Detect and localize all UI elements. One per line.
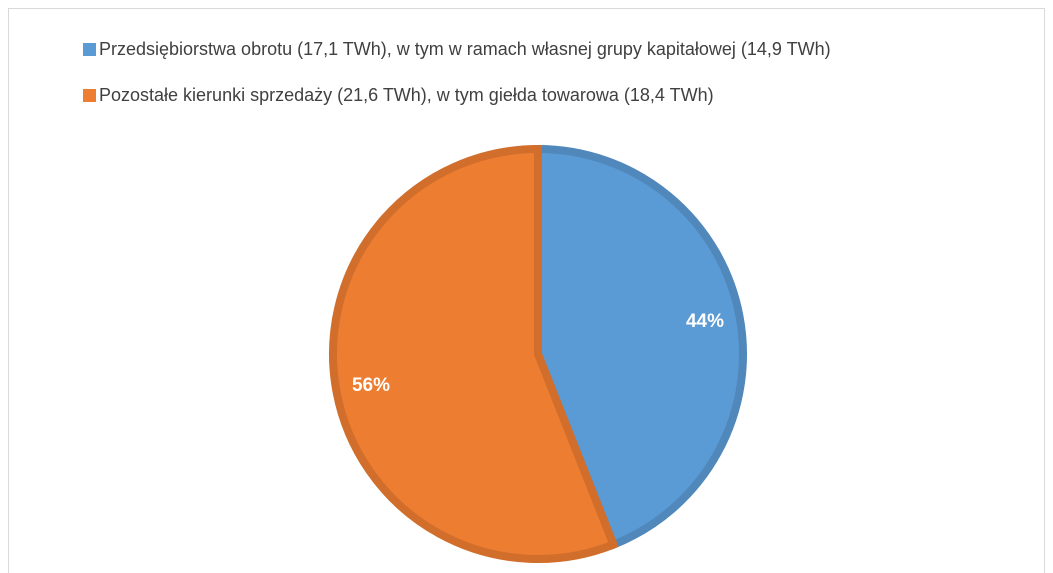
pie-slice [329,144,619,563]
data-label: 44% [686,311,724,332]
pie-slice [534,144,747,550]
legend-swatch [83,43,96,56]
legend-label: Przedsiębiorstwa obrotu (17,1 TWh), w ty… [99,39,831,59]
legend-label: Pozostałe kierunki sprzedaży (21,6 TWh),… [99,85,714,105]
data-label: 56% [352,375,390,396]
legend-swatch [83,89,96,102]
chart-border [8,8,1045,573]
